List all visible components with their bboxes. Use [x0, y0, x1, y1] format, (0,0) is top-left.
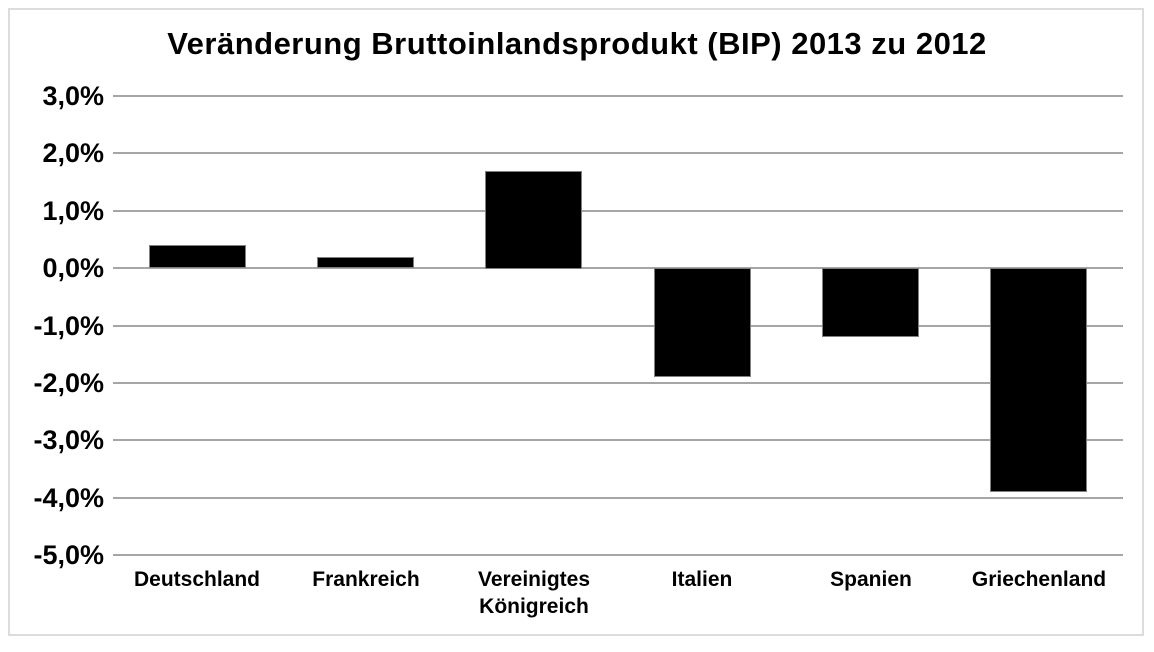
- bar-deutschland: [149, 245, 246, 268]
- x-axis-label-griechenland: Griechenland: [971, 568, 1107, 591]
- y-axis-tick-label: -5,0%: [33, 540, 104, 570]
- bar-frankreich: [317, 257, 414, 268]
- gridline-0-0-: [113, 267, 1123, 270]
- x-axis-label-spanien: Spanien: [830, 568, 912, 591]
- chart-frame: [8, 8, 1144, 636]
- bar-italien: [654, 268, 751, 377]
- gridline-3-0-: [113, 95, 1123, 97]
- gridline--4-0-: [113, 496, 1123, 499]
- gridline--3-0-: [113, 439, 1123, 442]
- y-axis-tick-label: -2,0%: [33, 367, 104, 398]
- bar-vereinigtes-koenigreich: [485, 171, 582, 269]
- y-axis-tick-label: -4,0%: [33, 482, 104, 513]
- y-axis-tick-label: -1,0%: [33, 310, 104, 341]
- y-axis-tick-label: 1,0%: [42, 195, 104, 226]
- x-axis-label-italien: Italien: [671, 568, 733, 591]
- gridline--5-0-: [113, 554, 1123, 556]
- gridline--2-0-: [113, 381, 1123, 384]
- y-axis-tick-label: 0,0%: [42, 253, 104, 284]
- gridline-1-0-: [113, 209, 1123, 212]
- y-axis-tick-label: -3,0%: [33, 425, 104, 456]
- gridline-2-0-: [113, 152, 1123, 155]
- x-axis-label-frankreich: Frankreich: [312, 568, 420, 591]
- bar-spanien: [822, 268, 919, 337]
- y-axis-tick-label: 3,0%: [42, 81, 104, 111]
- y-axis-tick-label: 2,0%: [42, 138, 104, 169]
- gridline--1-0-: [113, 324, 1123, 327]
- x-axis-label-vereinigtes-koenigreich: Vereinigtes Königreich: [477, 568, 591, 618]
- chart-title: Veränderung Bruttoinlandsprodukt (BIP) 2…: [167, 26, 987, 61]
- bar-griechenland: [990, 268, 1087, 492]
- x-axis-label-deutschland: Deutschland: [133, 568, 261, 591]
